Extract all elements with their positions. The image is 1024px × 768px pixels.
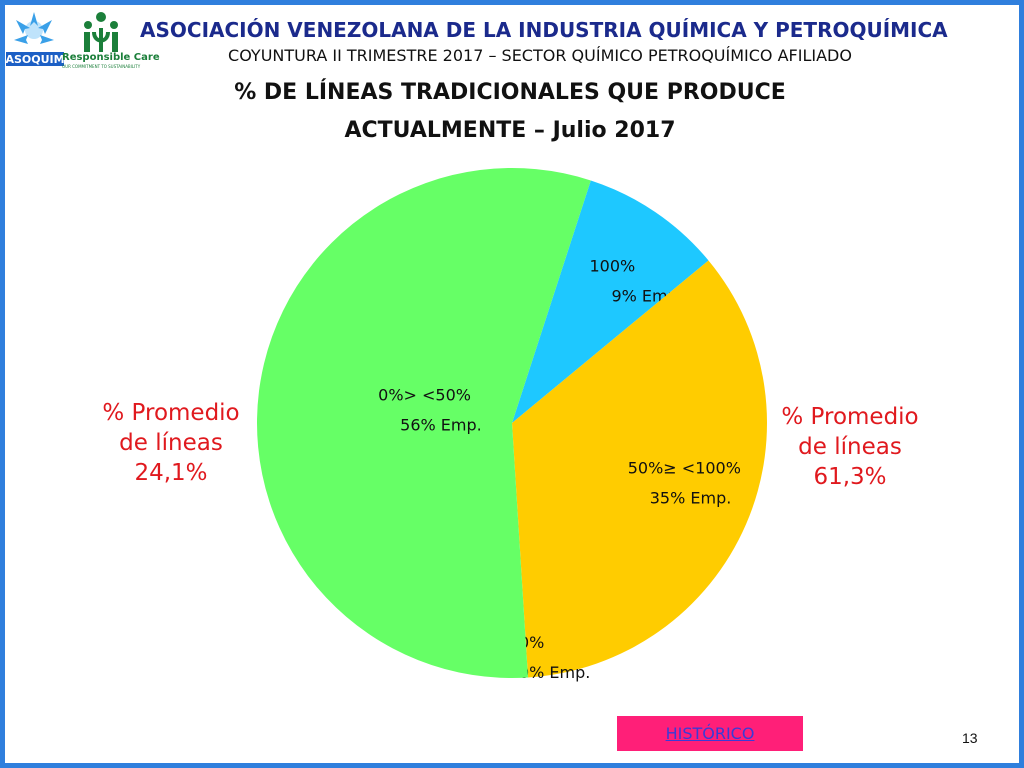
chart-title-line1: % DE LÍNEAS TRADICIONALES QUE PRODUCE bbox=[234, 80, 786, 105]
annotation-line1: % Promedio bbox=[102, 400, 240, 426]
asoquim-logo: ASOQUIM bbox=[6, 12, 64, 66]
pie-slice bbox=[512, 180, 709, 423]
slice-value-label: 35% Emp. bbox=[650, 489, 732, 508]
org-title: ASOCIACIÓN VENEZOLANA DE LA INDUSTRIA QU… bbox=[140, 18, 948, 42]
slice-label: 50%≥ <100% bbox=[628, 459, 741, 478]
org-subtitle: COYUNTURA II TRIMESTRE 2017 – SECTOR QUÍ… bbox=[228, 46, 852, 65]
average-lines-annotation-left: % Promedio de líneas 24,1% bbox=[86, 398, 256, 488]
annotation-line2: de líneas bbox=[119, 430, 223, 456]
slice-label: 0%> <50% bbox=[378, 386, 471, 405]
historico-link[interactable]: HISTÓRICO bbox=[617, 716, 803, 751]
annotation-line1: % Promedio bbox=[781, 404, 919, 430]
responsible-care-logo bbox=[84, 12, 118, 52]
page-number: 13 bbox=[962, 730, 978, 746]
annotation-value: 61,3% bbox=[813, 464, 887, 490]
pie-slice bbox=[512, 260, 768, 678]
slice-value-label: 0% Emp. bbox=[519, 663, 590, 682]
asoquim-logo-text: ASOQUIM bbox=[6, 53, 64, 66]
responsible-care-tagline: OUR COMMITMENT TO SUSTAINABILITY bbox=[62, 64, 141, 69]
slice-value-label: 56% Emp. bbox=[400, 416, 482, 435]
annotation-value: 24,1% bbox=[134, 460, 208, 486]
chart-title-line2: ACTUALMENTE – Julio 2017 bbox=[344, 118, 676, 143]
average-lines-annotation-right: % Promedio de líneas 61,3% bbox=[765, 402, 935, 492]
slice-label: 100% bbox=[589, 257, 635, 276]
responsible-care-text: Responsible Care bbox=[62, 52, 160, 63]
pie-slice bbox=[257, 168, 591, 679]
annotation-line2: de líneas bbox=[798, 434, 902, 460]
